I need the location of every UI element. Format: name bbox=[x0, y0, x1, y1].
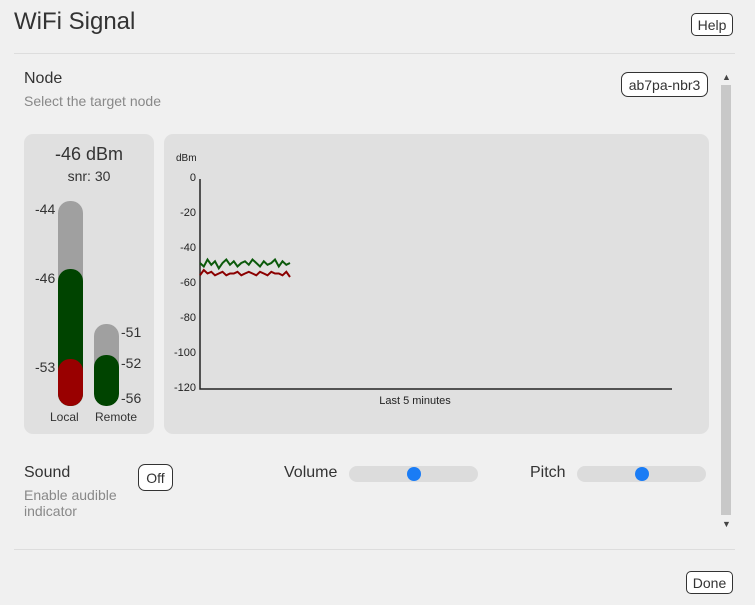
sound-toggle-button[interactable]: Off bbox=[138, 464, 173, 491]
node-select-button[interactable]: ab7pa-nbr3 bbox=[621, 72, 708, 97]
pitch-slider-knob[interactable] bbox=[634, 467, 649, 481]
volume-slider-knob[interactable] bbox=[406, 467, 421, 481]
help-button[interactable]: Help bbox=[691, 13, 733, 36]
header-divider bbox=[14, 53, 735, 54]
signal-dbm-value: -46 dBm bbox=[54, 144, 124, 164]
local-tick-top: -44 bbox=[35, 201, 56, 217]
pitch-label: Pitch bbox=[530, 464, 566, 481]
page-title: WiFi Signal bbox=[14, 8, 136, 35]
scrollbar-thumb[interactable] bbox=[721, 85, 731, 515]
remote-meter-bar bbox=[94, 324, 119, 406]
scroll-down-icon[interactable]: ▼ bbox=[722, 519, 731, 529]
sound-description-line1: Enable audible bbox=[24, 487, 117, 503]
y-tick-label: -100 bbox=[173, 347, 196, 359]
remote-meter-green-fill bbox=[94, 355, 119, 406]
signal-series-line-0 bbox=[199, 257, 291, 271]
done-button[interactable]: Done bbox=[686, 571, 733, 594]
volume-label: Volume bbox=[284, 464, 338, 481]
node-description: Select the target node bbox=[24, 93, 161, 109]
local-tick-low: -53 bbox=[35, 359, 56, 375]
y-tick-label: -80 bbox=[180, 312, 196, 324]
y-tick-label: -40 bbox=[180, 242, 196, 254]
sound-label: Sound bbox=[24, 464, 71, 481]
remote-tick-low: -56 bbox=[121, 390, 142, 406]
y-tick-label: -60 bbox=[180, 277, 196, 289]
snr-value: snr: 30 bbox=[67, 168, 111, 184]
scroll-up-icon[interactable]: ▲ bbox=[722, 72, 731, 82]
y-tick-label: 0 bbox=[189, 172, 196, 184]
remote-meter-label: Remote bbox=[95, 410, 138, 424]
node-label: Node bbox=[24, 70, 63, 87]
local-meter-red-fill bbox=[58, 359, 83, 406]
local-meter-label: Local bbox=[50, 410, 79, 424]
local-tick-mid: -46 bbox=[35, 270, 56, 286]
signal-line-chart bbox=[199, 179, 672, 390]
chart-x-label: Last 5 minutes bbox=[379, 395, 451, 407]
footer-divider bbox=[14, 549, 735, 550]
remote-tick-mid: -52 bbox=[121, 355, 142, 371]
y-tick-label: -120 bbox=[173, 382, 196, 394]
chart-y-unit: dBm bbox=[176, 153, 197, 164]
remote-tick-top: -51 bbox=[121, 324, 142, 340]
volume-slider[interactable] bbox=[349, 466, 478, 482]
local-meter-bar bbox=[58, 201, 83, 406]
chart-axes bbox=[199, 179, 672, 390]
pitch-slider[interactable] bbox=[577, 466, 706, 482]
signal-chart-panel: dBm 0 -20 -40 -60 -80 -100 -120 Last 5 minutes bbox=[164, 134, 709, 434]
y-tick-label: -20 bbox=[180, 207, 196, 219]
sound-description-line2: indicator bbox=[24, 503, 77, 519]
signal-series-line-1 bbox=[199, 268, 291, 278]
signal-meter-panel: -46 dBm snr: 30 -44 -46 -53 -51 -52 -56 … bbox=[24, 134, 154, 434]
